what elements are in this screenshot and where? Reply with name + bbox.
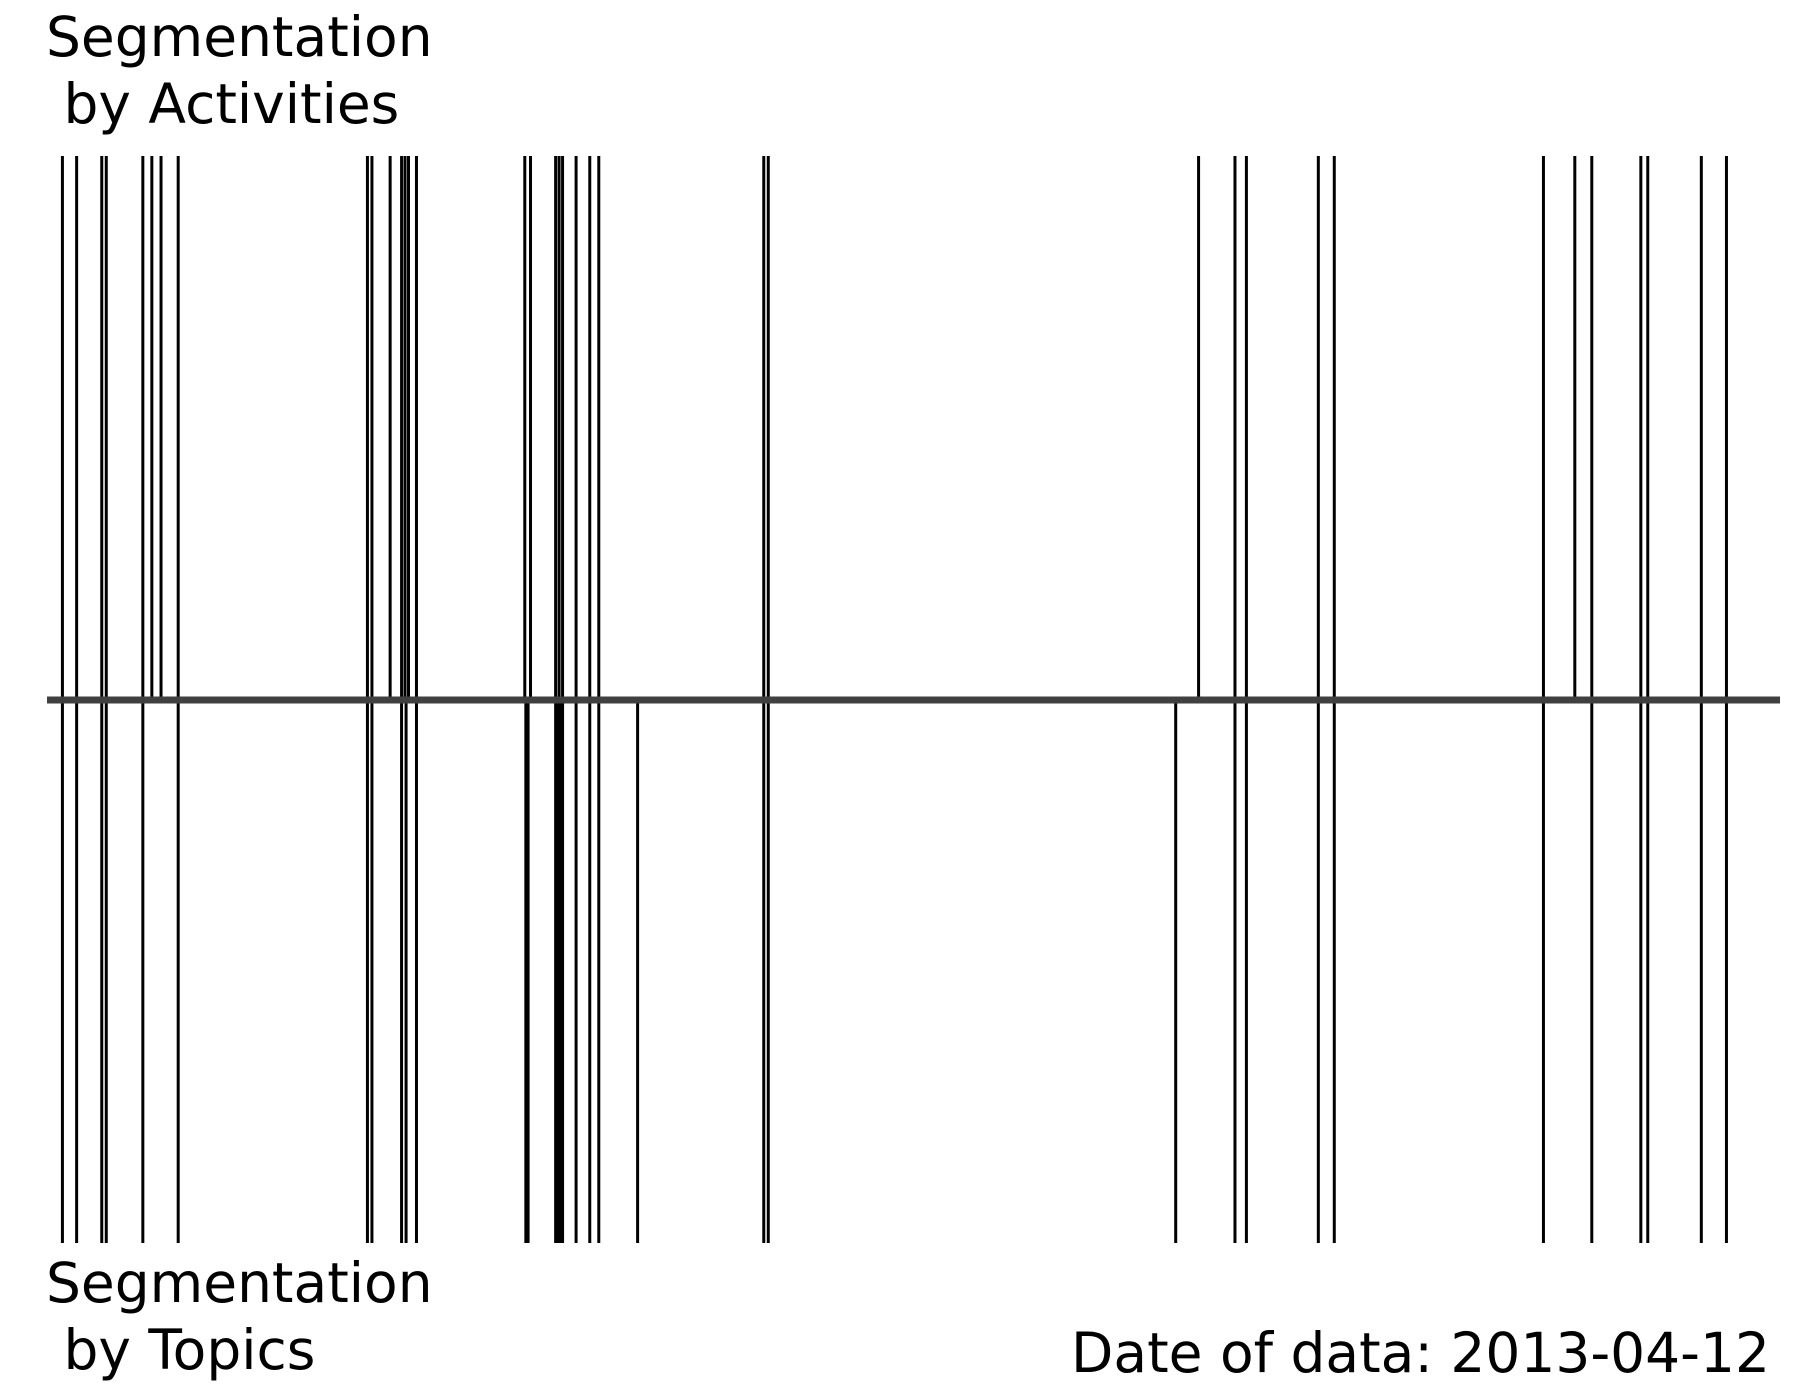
date-of-data-label: Date of data: 2013-04-12 — [1071, 1321, 1770, 1385]
activities-event-lines — [60, 156, 1728, 700]
topics-event-lines — [60, 700, 1728, 1243]
activities-label: Segmentation by Activities — [46, 5, 433, 136]
topics-label: Segmentation by Topics — [46, 1251, 433, 1382]
